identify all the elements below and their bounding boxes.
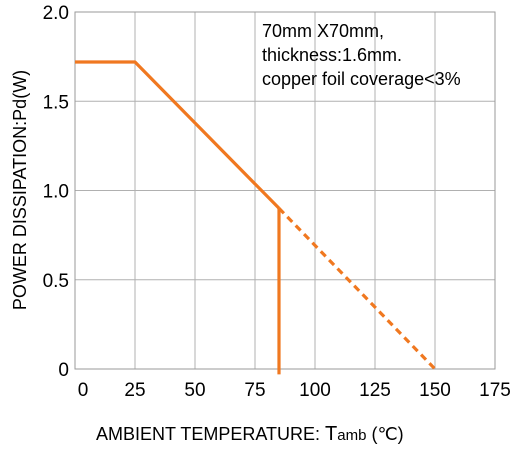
- x-tick-label: 25: [124, 380, 145, 401]
- x-tick-label: 175: [479, 380, 510, 401]
- x-axis-title-subscript: amb: [337, 427, 366, 444]
- note-line: 70mm X70mm,: [262, 21, 384, 41]
- condition-note: 70mm X70mm, thickness:1.6mm. copper foil c…: [262, 21, 461, 89]
- y-tick-label: 1.0: [43, 182, 69, 203]
- x-tick-label: 100: [299, 380, 331, 401]
- x-tick-labels: 0 25 50 75 100 125 150 175: [78, 380, 510, 401]
- y-tick-label: 0.5: [43, 271, 69, 292]
- note-line: thickness:1.6mm.: [262, 45, 402, 65]
- y-tick-label: 2.0: [43, 3, 69, 24]
- note-line: copper foil coverage<3%: [262, 69, 461, 89]
- x-axis-title-unit: (℃): [366, 424, 403, 444]
- series-line-1: [75, 60, 281, 210]
- y-axis-title: POWER DISSIPATION:Pd(W): [10, 70, 30, 310]
- y-tick-label: 0: [58, 360, 69, 381]
- x-axis-title: AMBIENT TEMPERATURE: Tamb (℃): [96, 423, 404, 445]
- y-tick-labels: 0 0.5 1.0 1.5 2.0: [43, 3, 69, 381]
- grid: [75, 12, 495, 369]
- x-tick-label: 75: [244, 380, 265, 401]
- y-tick-label: 1.5: [43, 92, 69, 113]
- series-line-2: [277, 207, 437, 371]
- x-tick-label: 0: [78, 380, 89, 401]
- x-tick-label: 50: [184, 380, 205, 401]
- x-axis-title-symbol: T: [325, 423, 337, 445]
- x-tick-label: 150: [419, 380, 451, 401]
- series-layer: [75, 60, 437, 375]
- x-tick-label: 125: [359, 380, 391, 401]
- x-axis-title-text: AMBIENT TEMPERATURE:: [96, 424, 325, 444]
- plot-frame: [74, 11, 496, 370]
